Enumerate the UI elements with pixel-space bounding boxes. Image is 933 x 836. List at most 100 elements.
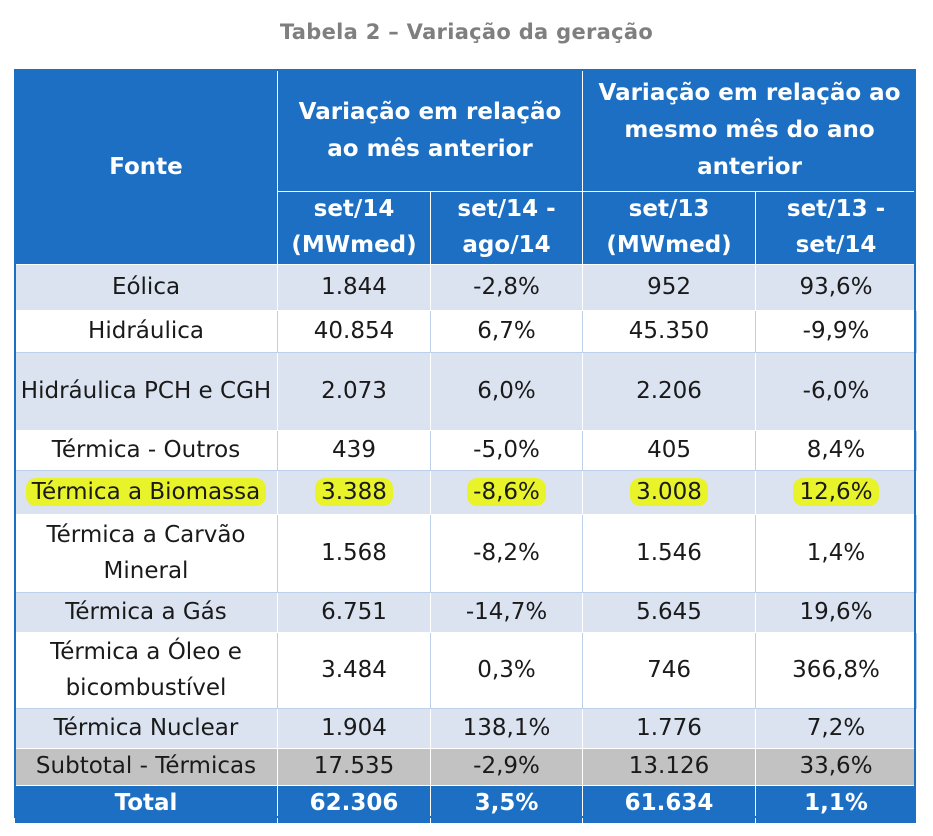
cell-value-text: 19,6% <box>799 598 873 625</box>
cell-value-text: 61.634 <box>624 790 714 817</box>
cell-value: -8,2% <box>429 514 584 593</box>
cell-value-text: 2.073 <box>321 377 387 404</box>
cell-value-text: 45.350 <box>628 317 710 344</box>
cell-value: 1.776 <box>582 708 757 749</box>
cell-value-text: 93,6% <box>799 273 873 300</box>
cell-value: 3,5% <box>429 784 584 824</box>
cell-value-text: -14,7% <box>465 598 548 625</box>
cell-fonte-text: Eólica <box>111 273 181 300</box>
cell-value: -6,0% <box>755 352 918 431</box>
cell-value-text: 3,5% <box>474 790 539 817</box>
generation-variation-table: Fonte Variação em relação ao mês anterio… <box>14 69 918 824</box>
cell-fonte-text: Total <box>114 790 178 817</box>
cell-fonte: Total <box>14 784 278 824</box>
cell-value-text: 366,8% <box>792 656 880 683</box>
table-row: Hidráulica 40.854 6,7% 45.350 -9,9% <box>14 310 918 353</box>
cell-value: -8,6% <box>429 470 584 515</box>
cell-value-text: 7,2% <box>806 714 866 741</box>
cell-fonte-text: Térmica - Outros <box>51 436 241 463</box>
cell-fonte: Térmica a Biomassa <box>14 470 278 515</box>
cell-fonte-text: Subtotal - Térmicas <box>35 753 257 779</box>
cell-value-text: 1.776 <box>636 714 702 741</box>
cell-value: 6,0% <box>429 352 584 431</box>
cell-value-text: 0,3% <box>477 656 536 683</box>
cell-fonte: Hidráulica PCH e CGH <box>14 352 278 431</box>
cell-value-text: 33,6% <box>799 753 873 779</box>
cell-value-text: 13.126 <box>628 753 710 779</box>
cell-value-text: 6.751 <box>321 598 387 625</box>
header-col-set14: set/14 (MWmed) <box>277 191 431 265</box>
cell-value-text: 40.854 <box>313 317 395 344</box>
cell-value: 40.854 <box>277 310 431 353</box>
cell-value-text: 17.535 <box>313 753 395 779</box>
cell-fonte-text: Hidráulica <box>88 317 204 344</box>
cell-fonte-text: Térmica Nuclear <box>53 714 239 741</box>
table-row: Hidráulica PCH e CGH 2.073 6,0% 2.206 -6,0% <box>14 352 918 431</box>
header-group-prev-month: Variação em relação ao mês anterior <box>276 69 584 192</box>
cell-fonte-text: Térmica a Biomassa <box>25 477 267 506</box>
cell-value: 952 <box>582 264 757 311</box>
cell-value-text: 1.904 <box>321 714 387 741</box>
cell-value-text: 952 <box>647 273 691 300</box>
table-row: Subtotal - Térmicas 17.535 -2,9% 13.126 33,6… <box>14 748 918 786</box>
cell-fonte-text: Térmica a Óleo e bicombustível <box>50 638 242 701</box>
cell-value-text: 1.844 <box>321 273 387 300</box>
table-row: Térmica a Biomassa 3.388 -8,6% 3.008 12,6% <box>14 470 918 515</box>
cell-fonte-text: Térmica a Gás <box>65 598 227 625</box>
cell-value: 5.645 <box>582 592 757 633</box>
cell-value: 405 <box>582 430 757 471</box>
table-row: Total 62.306 3,5% 61.634 1,1% <box>14 784 918 824</box>
table-body: Eólica 1.844 -2,8% 952 93,6% Hidráulica 40.854… <box>14 264 918 824</box>
cell-value: 3.484 <box>277 632 431 709</box>
cell-value-text: 6,0% <box>477 377 536 404</box>
cell-fonte: Subtotal - Térmicas <box>14 748 278 786</box>
cell-value: 138,1% <box>429 708 584 749</box>
cell-value-text: 3.008 <box>630 477 708 506</box>
cell-value: 93,6% <box>755 264 918 311</box>
cell-fonte: Térmica a Gás <box>14 592 278 633</box>
cell-value: 13.126 <box>582 748 757 786</box>
cell-fonte: Térmica a Carvão Mineral <box>14 514 278 593</box>
cell-value-text: 138,1% <box>462 714 551 741</box>
cell-value: 61.634 <box>582 784 757 824</box>
cell-value-text: 5.645 <box>636 598 702 625</box>
cell-value: 12,6% <box>755 470 918 515</box>
cell-value: -2,8% <box>429 264 584 311</box>
cell-value: -14,7% <box>429 592 584 633</box>
cell-value: -5,0% <box>429 430 584 471</box>
cell-value-text: 6,7% <box>477 317 536 344</box>
cell-value: 439 <box>277 430 431 471</box>
table-title: Tabela 2 – Variação da geração <box>279 20 654 44</box>
cell-value: 2.073 <box>277 352 431 431</box>
cell-value: -2,9% <box>429 748 584 786</box>
table-row: Eólica 1.844 -2,8% 952 93,6% <box>14 264 918 311</box>
cell-value: 366,8% <box>755 632 918 709</box>
cell-fonte: Eólica <box>14 264 278 311</box>
cell-value: 19,6% <box>755 592 918 633</box>
cell-value-text: -8,6% <box>467 477 546 506</box>
cell-value-text: -2,9% <box>473 753 540 779</box>
header-col-set13: set/13 (MWmed) <box>582 191 757 265</box>
cell-value: 3.388 <box>277 470 431 515</box>
cell-value: 1.546 <box>582 514 757 593</box>
header-group-prev-year: Variação em relação ao mesmo mês do ano … <box>582 69 918 192</box>
cell-value: 6,7% <box>429 310 584 353</box>
cell-value: 0,3% <box>429 632 584 709</box>
cell-value: -9,9% <box>755 310 918 353</box>
cell-value: 1.904 <box>277 708 431 749</box>
cell-value-text: 3.388 <box>315 477 393 506</box>
cell-value-text: 1.568 <box>321 539 387 566</box>
cell-value-text: 1,1% <box>804 790 868 817</box>
cell-value: 6.751 <box>277 592 431 633</box>
cell-value-text: -8,2% <box>473 539 540 566</box>
cell-value: 8,4% <box>755 430 918 471</box>
cell-value: 746 <box>582 632 757 709</box>
cell-value: 17.535 <box>277 748 431 786</box>
cell-value-text: 3.484 <box>321 656 387 683</box>
cell-value: 62.306 <box>277 784 431 824</box>
cell-value: 1,1% <box>755 784 918 824</box>
cell-value-text: 8,4% <box>806 436 866 463</box>
cell-value: 1.844 <box>277 264 431 311</box>
cell-value: 45.350 <box>582 310 757 353</box>
cell-value-text: 2.206 <box>636 377 702 404</box>
